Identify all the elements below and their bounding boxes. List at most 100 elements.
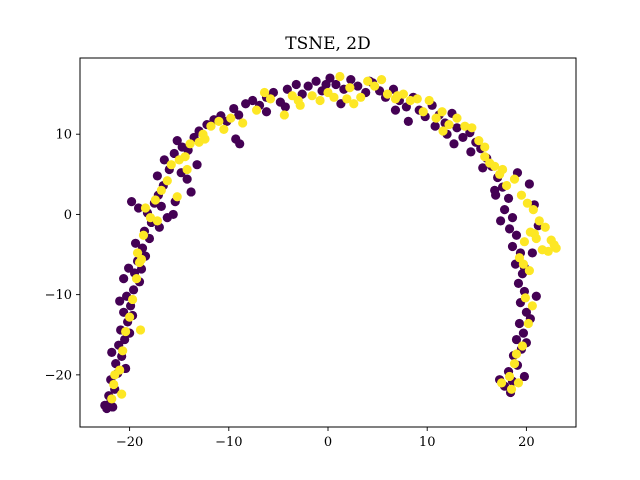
scatter-point-class1-38 (342, 94, 352, 104)
scatter-point-class1-17 (166, 160, 176, 170)
scatter-point-class1-76 (518, 259, 529, 269)
scatter-point-class1-55 (460, 121, 470, 131)
scatter-point-class1-27 (238, 118, 248, 128)
scatter-point-class1-54 (452, 113, 462, 123)
scatter-point-class1-66 (528, 205, 538, 215)
scatter-point-class1-16 (162, 176, 172, 186)
scatter-point-class1-99 (438, 126, 448, 136)
scatter-point-class0-133 (531, 291, 541, 301)
scatter-point-class1-83 (509, 359, 520, 369)
scatter-point-class0-54 (291, 79, 301, 90)
scatter-point-class1-24 (214, 116, 224, 126)
scatter-point-class1-47 (405, 95, 415, 106)
scatter-point-class1-20 (185, 139, 195, 149)
scatter-point-class1-60 (490, 161, 500, 171)
scatter-point-class0-16 (128, 285, 139, 295)
scatter-point-class0-53 (282, 84, 292, 94)
x-tick-label-0: −20 (116, 435, 143, 450)
scatter-point-class1-52 (437, 107, 447, 117)
scatter-point-class0-147 (192, 160, 202, 170)
plot-frame (79, 57, 577, 428)
scatter-point-class0-20 (124, 263, 134, 273)
y-tick-label-1: −10 (45, 288, 72, 303)
scatter-point-class0-148 (261, 107, 272, 117)
scatter-point-class1-91 (152, 216, 162, 226)
scatter-point-class1-48 (412, 94, 422, 104)
scatter-point-class1-77 (524, 265, 534, 276)
scatter-point-class1-26 (226, 113, 236, 123)
scatter-point-class1-4 (121, 326, 131, 337)
scatter-point-class1-68 (540, 222, 550, 232)
scatter-point-class1-44 (382, 89, 393, 99)
scatter-point-class1-37 (335, 71, 345, 82)
scatter-point-class1-49 (418, 107, 428, 117)
scatter-point-class0-123 (280, 102, 290, 112)
scatter-point-class1-12 (145, 213, 156, 223)
scatter-point-class0-149 (321, 79, 331, 90)
scatter-point-class1-40 (356, 92, 366, 102)
scatter-point-class1-62 (501, 180, 512, 191)
scatter-point-class1-30 (279, 110, 289, 120)
scatter-point-class0-120 (130, 238, 141, 248)
x-tick-label-2: 0 (324, 435, 332, 450)
scatter-point-class1-74 (519, 237, 530, 247)
scatter-point-class0-114 (231, 134, 241, 144)
scatter-point-class0-80 (449, 139, 459, 149)
scatter-point-class1-58 (480, 142, 490, 152)
scatter-point-class1-33 (307, 91, 317, 101)
scatter-point-class1-43 (376, 75, 387, 85)
scatter-point-class1-13 (140, 203, 151, 213)
scatter-point-class0-118 (119, 274, 129, 284)
scatter-point-class1-88 (117, 389, 127, 399)
scatter-point-class0-94 (511, 230, 522, 240)
scatter-point-class0-125 (403, 116, 413, 126)
scatter-point-class0-154 (496, 216, 506, 226)
scatter-point-class1-39 (349, 99, 359, 109)
scatter-point-class0-105 (511, 334, 522, 345)
scatter-point-class0-2 (108, 402, 118, 412)
scatter-point-class0-117 (186, 187, 196, 197)
scatter-point-class0-78 (452, 123, 462, 133)
scatter-point-class1-86 (506, 384, 517, 394)
scatter-point-class1-94 (200, 134, 210, 144)
scatter-point-class1-51 (431, 113, 441, 123)
x-tick-label-4: 20 (518, 435, 535, 450)
scatter-point-class0-153 (490, 185, 500, 195)
scatter-point-class0-127 (430, 121, 440, 131)
scatter-point-class0-92 (507, 213, 518, 223)
scatter-point-class0-119 (115, 296, 125, 306)
y-tick-label-3: 10 (55, 128, 72, 143)
scatter-point-class1-28 (259, 87, 270, 98)
scatter-point-class0-95 (507, 241, 518, 252)
scatter-point-class0-28 (133, 203, 144, 213)
scatter-point-class0-132 (527, 248, 537, 258)
scatter-point-class0-90 (503, 193, 514, 203)
x-tick-label-1: −10 (215, 435, 242, 450)
scatter-point-class1-53 (444, 119, 454, 130)
scatter-point-class1-104 (537, 245, 547, 255)
scatter-point-class1-56 (467, 123, 477, 133)
x-tick-label-3: 10 (419, 435, 436, 450)
chart-title: TSNE, 2D (285, 34, 371, 54)
scatter-point-class1-41 (363, 76, 373, 86)
scatter-point-class1-65 (522, 198, 532, 208)
ticks-layer: −20 −10 0 10 20 −20 −10 0 10 (45, 128, 535, 450)
scatter-point-class0-145 (156, 201, 166, 211)
scatter-point-class1-98 (392, 91, 403, 101)
y-tick-label-2: 0 (64, 208, 72, 223)
scatter-point-class1-42 (370, 81, 380, 91)
scatter-point-class1-23 (206, 121, 216, 131)
scatter-point-class0-115 (182, 174, 192, 184)
scatter-point-class1-90 (136, 254, 147, 264)
scatter-point-class1-100 (480, 152, 490, 162)
scatter-point-class1-36 (329, 92, 339, 102)
scatter-point-class1-79 (527, 301, 537, 311)
scatter-point-class1-95 (251, 105, 262, 115)
scatter-point-class0-79 (458, 132, 468, 143)
scatter-point-class1-81 (517, 341, 528, 351)
scatter-point-class0-140 (107, 347, 117, 357)
scatter-point-class1-102 (529, 229, 539, 239)
scatter-point-class1-25 (219, 124, 229, 134)
scatter-point-class1-64 (516, 190, 527, 200)
scatter-point-class0-122 (168, 209, 178, 220)
